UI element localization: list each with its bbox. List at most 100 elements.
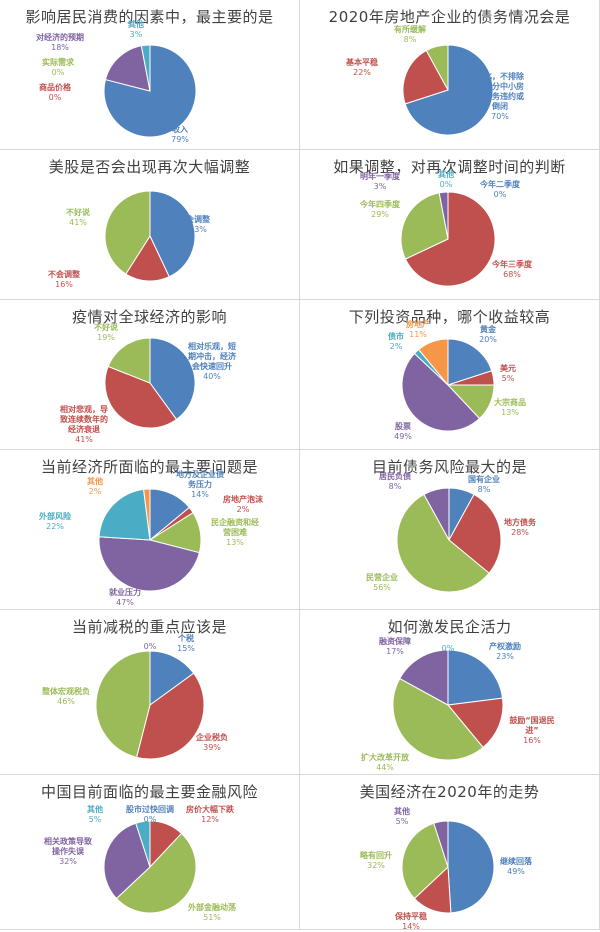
pie-chart: [95, 650, 205, 760]
pie-slice: [425, 44, 449, 91]
pie-slice: [149, 337, 196, 421]
slice-label: 居民负债 8%: [355, 472, 435, 492]
slice-category: 相关政策导致 操作失误: [44, 837, 92, 856]
slice-label: 外部风险 22%: [15, 512, 95, 532]
slice-category: 民营企业: [366, 573, 398, 582]
chart-panel-7: 当前经济所面临的最主要问题是 地方及企业债 务压力 14% 房地产泡沫 2% 民企融资和经…: [0, 450, 300, 610]
slice-category: 黄金: [480, 325, 496, 334]
slice-category: 大宗商品: [494, 398, 526, 407]
pie-chart: [396, 487, 502, 593]
pie-slice: [417, 338, 449, 387]
slice-label: 其他 5%: [55, 805, 135, 825]
slice-percent: 39%: [203, 743, 221, 752]
chart-title: 目前债务风险最大的是: [371, 458, 527, 476]
pie-slice: [404, 44, 494, 136]
slice-percent: 8%: [403, 35, 417, 44]
slice-percent: 68%: [503, 270, 521, 279]
pie-slice: [115, 832, 197, 914]
slice-label: 明年一季度 3%: [340, 172, 420, 192]
pie-slice: [135, 820, 151, 868]
slice-category: 民企融资和经 营困难: [211, 518, 259, 537]
slice-percent: 32%: [367, 861, 385, 870]
pie-slice: [104, 365, 178, 429]
slice-percent: 28%: [511, 528, 529, 537]
slice-label: 不会调整 16%: [24, 270, 104, 290]
chart-title: 当前减税的重点应该是: [71, 618, 227, 636]
pie-chart: [104, 190, 196, 282]
slice-category: 地方及企业债 务压力: [176, 470, 224, 489]
slice-label: 其他 3%: [96, 20, 176, 40]
pie-slice: [402, 49, 449, 105]
slice-percent: 3%: [129, 30, 143, 39]
pie-slice: [392, 677, 484, 761]
pie-slice: [447, 697, 504, 749]
slice-category: 房价大幅下跌: [186, 805, 234, 814]
slice-category: 基本平稳: [346, 58, 378, 67]
slice-category: 就业压力: [109, 588, 141, 597]
slice-category: 恶化，不排除 一部分中小房 企债务违约或 倒闭: [476, 72, 524, 111]
chart-panel-9: 当前减税的重点应该是 个税 15% 企业税负 39% 整体宏观税负 46% 0%: [0, 610, 300, 775]
slice-percent: 29%: [371, 210, 389, 219]
slice-label: 其他 0%: [406, 170, 486, 190]
slice-label: 黄金 20%: [448, 325, 528, 345]
chart-panel-3: 美股是否会出现再次大幅调整 会调整 43% 不会调整 16% 不好说 41%: [0, 150, 300, 300]
slice-label: 地方及企业债 务压力 14%: [160, 470, 240, 500]
slice-percent: 11%: [409, 330, 427, 339]
slice-label: 民企融资和经 营困难 13%: [195, 518, 275, 548]
slice-percent: 40%: [203, 372, 221, 381]
chart-title: 如何激发民企活力: [387, 618, 512, 636]
pie-slice: [447, 820, 495, 914]
slice-percent: 0%: [143, 815, 157, 824]
slice-label: 融资保障 17%: [355, 637, 435, 657]
chart-panel-10: 如何激发民企活力 产权激励 23% 鼓励“国退民 进” 16% 扩大改革开放 44% 融资保障…: [300, 610, 600, 775]
slice-category: 不好说: [94, 323, 118, 332]
slice-category: 地方债务: [504, 518, 536, 527]
slice-label: 美元 5%: [468, 364, 548, 384]
slice-percent: 0%: [48, 93, 62, 102]
slice-label: 相关政策导致 操作失误 32%: [28, 837, 108, 867]
slice-label: 就业压力 47%: [85, 588, 165, 608]
chart-panel-12: 美国经济在2020年的走势 继续回落 49% 保持平稳 14% 略有回升 32% 其他 5%: [300, 775, 600, 931]
chart-panel-4: 如果调整，对再次调整时间的判断 今年二季度 0% 今年三季度 68% 今年四季度 29% 明年…: [300, 150, 600, 300]
chart-panel-6: 下列投资品种，哪个收益较高 黄金 20% 美元 5% 大宗商品 13% 股票 49% 债市 2% 房地…: [300, 300, 600, 450]
pie-slice: [423, 487, 450, 541]
pie-slice: [95, 650, 151, 758]
slice-category: 产权激励: [489, 642, 521, 651]
slice-percent: 12%: [201, 815, 219, 824]
slice-category: 商品价格: [39, 83, 71, 92]
slice-label: 产权激励 23%: [465, 642, 545, 662]
slice-category: 继续回落: [500, 857, 532, 866]
slice-category: 其他: [438, 170, 454, 179]
slice-percent: 43%: [189, 225, 207, 234]
pie-chart: [104, 337, 196, 429]
slice-category: 股市过快回调: [126, 805, 174, 814]
chart-title: 中国目前面临的最主要金融风险: [40, 783, 258, 801]
chart-title: 2020年房地产企业的债务情况会是: [328, 8, 571, 26]
slice-percent: 14%: [191, 490, 209, 499]
slice-percent: 0%: [439, 180, 453, 189]
slice-label: 不好说 19%: [66, 323, 146, 343]
slice-category: 略有回升: [360, 851, 392, 860]
chart-title: 疫情对全球经济的影响: [71, 308, 227, 326]
slice-label: 大宗商品 13%: [470, 398, 550, 418]
slice-category: 债市: [388, 332, 404, 341]
slice-percent: 2%: [88, 487, 102, 496]
pie-chart: [400, 191, 496, 287]
slice-percent: 8%: [477, 485, 491, 494]
slice-percent: 49%: [507, 867, 525, 876]
slice-percent: 16%: [55, 280, 73, 289]
pie-slice: [396, 493, 490, 593]
slice-category: 居民负债: [379, 472, 411, 481]
chart-title: 当前经济所面临的最主要问题是: [40, 458, 258, 476]
chart-panel-2: 2020年房地产企业的债务情况会是恶化，不排除 一部分中小房 企债务违约或 倒闭…: [300, 0, 600, 150]
slice-percent: 5%: [395, 817, 409, 826]
pie-chart: [401, 820, 495, 914]
slice-category: 个税: [178, 634, 194, 643]
slice-percent: 8%: [388, 482, 402, 491]
slice-percent: 3%: [373, 182, 387, 191]
slice-label: 整体宏观税负 46%: [26, 687, 106, 707]
slice-percent: 32%: [59, 857, 77, 866]
slice-category: 会调整: [186, 215, 210, 224]
slice-category: 外部风险: [39, 512, 71, 521]
slice-label: 其他 5%: [362, 807, 442, 827]
